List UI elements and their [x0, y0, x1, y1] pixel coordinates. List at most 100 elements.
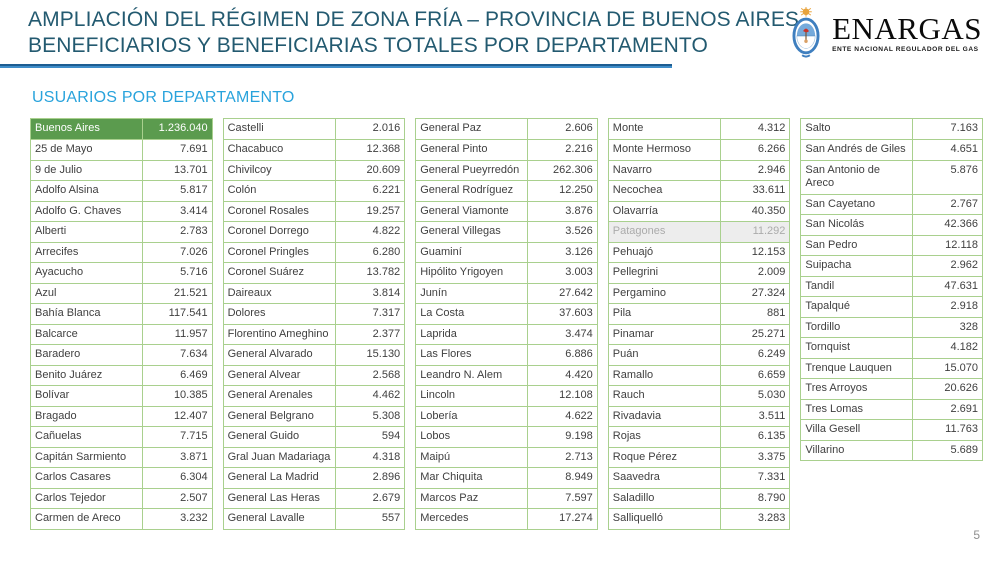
department-name: Alberti [31, 222, 143, 242]
department-name: Salto [801, 119, 914, 139]
table-row: Alberti 2.783 [31, 221, 212, 242]
department-value: 37.603 [559, 307, 593, 319]
department-value: 2.918 [950, 300, 978, 312]
department-value: 27.324 [751, 286, 786, 299]
department-value: 13.701 [173, 163, 208, 176]
department-value: 17.274 [559, 512, 593, 524]
department-name: Roque Pérez [609, 447, 721, 467]
department-value: 3.126 [565, 245, 593, 258]
department-value: 6.659 [757, 368, 786, 381]
table-row: Chivilcoy 20.609 [223, 159, 405, 180]
department-name: Pila [609, 304, 721, 324]
table-row: Coronel Pringles 6.280 [223, 241, 405, 262]
department-value: 3.511 [758, 409, 786, 422]
department-value: 4.822 [372, 225, 401, 237]
department-name: 9 de Julio [31, 160, 143, 180]
table-row: Benito Juárez 6.469 [31, 364, 212, 385]
department-value: 2.896 [372, 471, 401, 483]
table-row: Adolfo G. Chaves 3.414 [31, 200, 212, 221]
table-row: General Rodríguez 12.250 [416, 180, 597, 201]
department-value: 2.946 [757, 163, 786, 176]
department-name: Pehuajó [609, 242, 721, 262]
department-value: 3.283 [757, 512, 786, 524]
table-row: General Paz 2.606 [416, 119, 597, 139]
department-name: Pergamino [609, 283, 721, 303]
department-name: Gral Juan Madariaga [224, 447, 336, 467]
department-name: General Arenales [224, 386, 336, 406]
table-row: Coronel Suárez 13.782 [223, 262, 405, 283]
department-name: Pinamar [609, 324, 721, 344]
department-name: Rivadavia [609, 406, 721, 426]
table-row: 25 de Mayo 7.691 [31, 139, 212, 160]
department-name: Tandil [801, 276, 914, 296]
department-value: 1.236.040 [158, 122, 208, 134]
department-value: 10.385 [173, 389, 208, 401]
section-heading: USUARIOS POR DEPARTAMENTO [32, 89, 295, 106]
department-value: 4.462 [372, 389, 401, 401]
department-value: 15.070 [944, 361, 978, 374]
department-value: 20.626 [944, 382, 978, 394]
table-row: Patagones 11.292 [608, 221, 790, 242]
department-name: Rauch [609, 386, 721, 406]
department-name: Saladillo [609, 488, 721, 508]
department-name: Tres Lomas [801, 399, 914, 419]
department-value: 594 [381, 430, 401, 442]
table-row: Coronel Dorrego 4.822 [223, 221, 405, 242]
department-value: 2.962 [950, 259, 978, 271]
table-row: General Arenales 4.462 [223, 385, 405, 406]
table-row: Tornquist 4.182 [801, 337, 982, 358]
department-value: 7.317 [372, 307, 401, 319]
department-value: 6.280 [372, 245, 401, 258]
department-name: Suipacha [801, 256, 914, 276]
table-row: Carlos Tejedor 2.507 [31, 487, 212, 508]
department-value: 3.414 [180, 204, 208, 217]
department-name: Coronel Suárez [224, 263, 336, 283]
table-row: Mar Chiquita 8.949 [416, 467, 597, 488]
page-number: 5 [973, 528, 980, 542]
department-name: Ramallo [609, 365, 721, 385]
departments-tables-grid: Buenos Aires 1.236.040 25 de Mayo 7.691 9 de… [30, 118, 983, 530]
department-value: 2.009 [757, 266, 786, 278]
department-name: Trenque Lauquen [801, 358, 914, 378]
department-value: 5.030 [757, 389, 786, 401]
department-name: Bragado [31, 406, 143, 426]
table-row: Laprida 3.474 [416, 323, 597, 344]
logo-name: ENARGAS [832, 11, 982, 46]
table-row: Balcarce 11.957 [31, 323, 212, 344]
department-value: 117.541 [168, 307, 208, 319]
table-row: Ramallo 6.659 [608, 364, 790, 385]
enargas-logo: ENARGAS ENTE NACIONAL REGULADOR DEL GAS [786, 6, 982, 60]
department-value: 7.715 [180, 430, 208, 442]
table-row: Hipólito Yrigoyen 3.003 [416, 262, 597, 283]
department-name: Maipú [416, 447, 529, 467]
department-value: 20.609 [366, 163, 401, 176]
table-row: Azul 21.521 [31, 282, 212, 303]
department-value: 11.763 [945, 423, 978, 435]
department-name: General La Madrid [224, 468, 336, 488]
department-name: Monte Hermoso [609, 140, 721, 160]
department-name: Lobería [416, 406, 529, 426]
table-row: General Pinto 2.216 [416, 139, 597, 160]
table-row: Capitán Sarmiento 3.871 [31, 446, 212, 467]
department-value: 6.266 [757, 143, 786, 155]
table-row: Baradero 7.634 [31, 344, 212, 365]
table-column-4: Monte 4.312 Monte Hermoso 6.266 Navarro 2.946… [607, 118, 791, 530]
department-value: 21.521 [173, 286, 208, 299]
table-row: General Villegas 3.526 [416, 221, 597, 242]
department-value: 262.306 [553, 163, 593, 176]
department-value: 8.949 [565, 471, 593, 483]
table-row: Carmen de Areco 3.232 [31, 508, 212, 529]
department-name: Florentino Ameghino [224, 324, 336, 344]
table-row: Bahía Blanca 117.541 [31, 303, 212, 324]
title-line-2: BENEFICIARIOS Y BENEFICIARIAS TOTALES PO… [28, 34, 708, 57]
table-row: Arrecifes 7.026 [31, 241, 212, 262]
table-row: Saavedra 7.331 [608, 467, 790, 488]
department-name: Balcarce [31, 324, 143, 344]
department-value: 15.130 [366, 348, 401, 360]
department-name: Navarro [609, 160, 721, 180]
department-value: 3.474 [565, 327, 593, 340]
table-row: Pellegrini 2.009 [608, 262, 790, 283]
department-name: Chacabuco [224, 140, 336, 160]
department-value: 2.679 [372, 491, 401, 504]
